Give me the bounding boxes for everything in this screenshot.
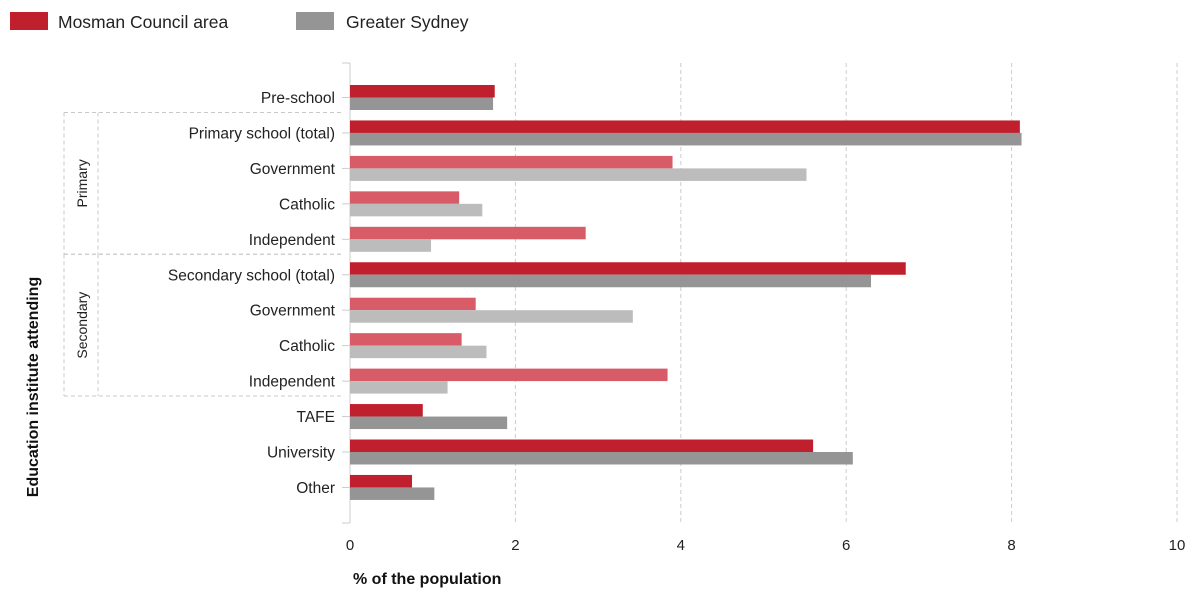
x-tick-labels: 0 2 4 6 8 10 bbox=[346, 537, 1186, 554]
group-label-secondary: Secondary bbox=[74, 292, 90, 359]
category-label: TAFE bbox=[297, 409, 335, 426]
category-label: Pre-school bbox=[261, 90, 335, 107]
legend-label-mosman: Mosman Council area bbox=[58, 12, 228, 32]
y-axis-title: Education institute attending bbox=[25, 277, 42, 497]
category-label: Catholic bbox=[279, 338, 335, 355]
bar-mosman bbox=[350, 191, 460, 204]
bar-mosman bbox=[350, 262, 906, 275]
x-axis-title: % of the population bbox=[353, 571, 501, 588]
x-tick-label: 2 bbox=[511, 537, 519, 554]
bar-greater-sydney bbox=[350, 274, 872, 288]
legend-label-greater-sydney: Greater Sydney bbox=[346, 12, 469, 32]
bar-mosman bbox=[350, 368, 668, 382]
legend-swatch-greater-sydney bbox=[296, 12, 334, 30]
category-label: Catholic bbox=[279, 196, 335, 213]
bar-mosman bbox=[350, 474, 413, 488]
category-label: Primary school (total) bbox=[189, 125, 335, 142]
category-label: Secondary school (total) bbox=[168, 267, 335, 284]
bar-mosman bbox=[350, 439, 814, 452]
x-tick-label: 10 bbox=[1169, 537, 1186, 554]
bar-greater-sydney bbox=[350, 310, 633, 323]
category-label: University bbox=[267, 445, 335, 462]
category-label: Independent bbox=[249, 232, 336, 249]
bar-mosman bbox=[350, 120, 1020, 133]
bar-greater-sydney bbox=[350, 381, 448, 394]
bar-mosman bbox=[350, 404, 423, 417]
bar-greater-sydney bbox=[350, 345, 487, 359]
category-label: Government bbox=[250, 161, 336, 178]
group-label-primary: Primary bbox=[74, 159, 90, 207]
bar-mosman bbox=[350, 297, 476, 311]
x-tick-label: 6 bbox=[842, 537, 850, 554]
x-tick-label: 0 bbox=[346, 537, 354, 554]
bar-greater-sydney bbox=[350, 132, 1022, 146]
bar-greater-sydney bbox=[350, 97, 494, 110]
bar-mosman bbox=[350, 155, 673, 169]
bar-greater-sydney bbox=[350, 239, 432, 252]
legend: Mosman Council area Greater Sydney bbox=[10, 12, 469, 32]
x-tick-label: 4 bbox=[677, 537, 685, 554]
bar-mosman bbox=[350, 226, 586, 240]
bar-greater-sydney bbox=[350, 416, 508, 430]
category-labels: Pre-school Primary school (total) Governme… bbox=[168, 90, 336, 497]
category-groups: Primary Secondary bbox=[63, 111, 342, 397]
category-label: Other bbox=[296, 480, 335, 497]
category-label: Independent bbox=[249, 374, 336, 391]
legend-swatch-mosman bbox=[10, 12, 48, 30]
bars bbox=[350, 85, 1022, 500]
x-tick-label: 8 bbox=[1007, 537, 1015, 554]
bar-mosman bbox=[350, 85, 495, 98]
bar-greater-sydney bbox=[350, 452, 853, 465]
bar-greater-sydney bbox=[350, 168, 807, 181]
bar-greater-sydney bbox=[350, 487, 435, 500]
category-label: Government bbox=[250, 303, 336, 320]
bar-greater-sydney bbox=[350, 203, 483, 217]
bar-mosman bbox=[350, 333, 462, 346]
